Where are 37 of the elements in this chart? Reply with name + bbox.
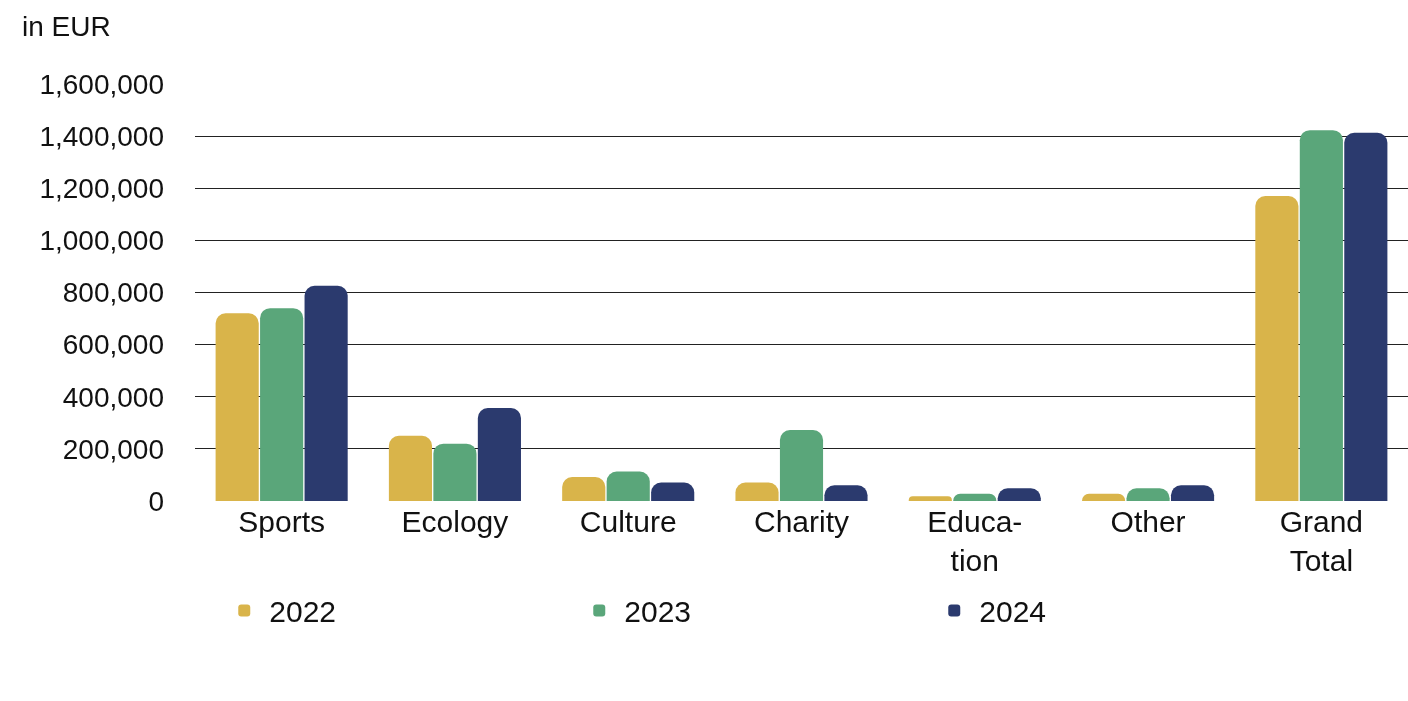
y-tick-label: 800,000 <box>62 277 164 309</box>
y-tick-label: 200,000 <box>62 433 164 465</box>
y-tick-label: 1,000,000 <box>39 225 164 257</box>
x-tick-label: Sports <box>238 505 325 538</box>
x-tick-label: Other <box>1110 505 1186 538</box>
y-axis-title: in EUR <box>22 11 111 42</box>
bar <box>908 496 952 501</box>
bar <box>1344 132 1388 501</box>
y-tick-label: 1,600,000 <box>39 68 164 100</box>
bar <box>824 485 868 501</box>
y-tick-label: 400,000 <box>62 381 164 413</box>
legend-label: 2023 <box>624 595 692 629</box>
y-tick-label: 1,400,000 <box>39 120 164 152</box>
x-tick-label: Charity <box>753 505 850 538</box>
legend-label: 2022 <box>269 595 337 629</box>
bar <box>1170 485 1215 501</box>
x-tick-label: Educa- tion <box>927 505 1023 577</box>
bar <box>735 482 779 501</box>
bar <box>433 443 477 501</box>
bar <box>1299 130 1343 501</box>
y-tick-label: 600,000 <box>62 329 164 361</box>
legend-label: 2024 <box>979 595 1047 629</box>
x-tick-label: Culture <box>579 505 677 538</box>
bar <box>477 407 521 501</box>
bar <box>606 471 650 501</box>
bar <box>562 477 606 501</box>
bar <box>1255 196 1299 501</box>
x-tick-label: Grand Total <box>1279 505 1364 577</box>
bar <box>304 285 348 501</box>
y-tick-label: 1,200,000 <box>39 173 164 205</box>
bar <box>388 435 433 501</box>
bar <box>651 482 695 501</box>
x-tick-label: Ecology <box>401 505 509 538</box>
bar <box>260 308 304 501</box>
y-tick-label: 0 <box>148 485 164 517</box>
bar <box>779 430 824 501</box>
bar <box>215 313 259 501</box>
